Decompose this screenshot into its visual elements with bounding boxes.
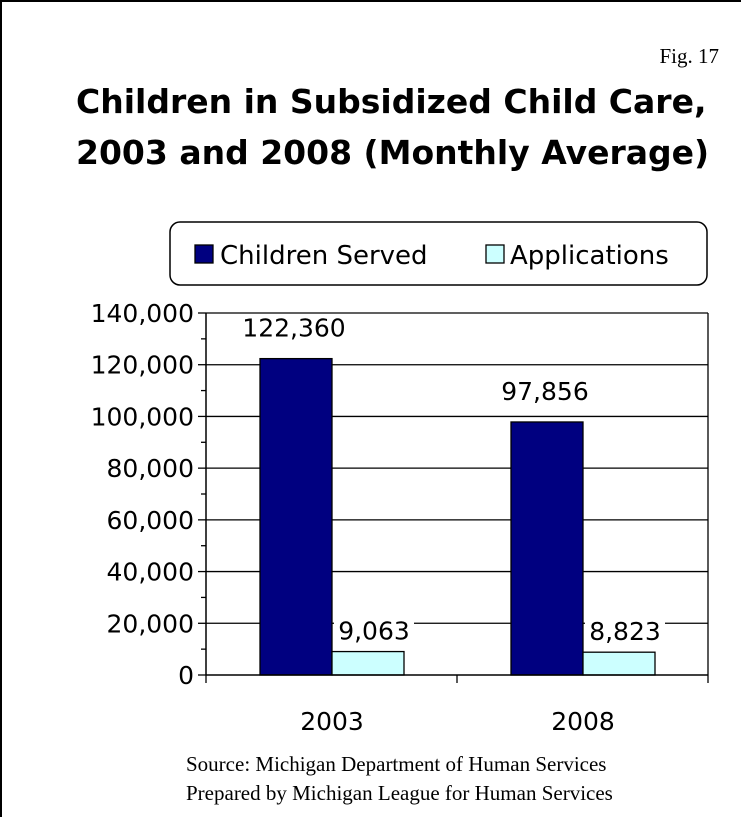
legend: Children Served Applications <box>169 221 708 286</box>
data-label-bg <box>585 618 665 647</box>
data-label-bg <box>334 617 414 646</box>
data-label-applications: 9,063 <box>338 617 410 646</box>
y-tick-label: 140,000 <box>91 299 194 328</box>
bar-applications <box>331 650 405 676</box>
chart-title-line-1: Children in Subsidized Child Care, <box>76 82 707 121</box>
y-tick-label: 60,000 <box>107 506 194 535</box>
legend-label: Applications <box>510 241 669 271</box>
frame-top-border <box>0 0 741 2</box>
bars <box>259 357 656 676</box>
chart-title: Children in Subsidized Child Care, 2003 … <box>76 76 726 178</box>
frame-left-border <box>0 0 2 817</box>
legend-swatch <box>485 244 505 264</box>
y-tick-label: 120,000 <box>91 351 194 380</box>
figure-label: Fig. 17 <box>659 44 719 68</box>
data-label-children-served: 97,856 <box>501 377 588 406</box>
chart-title-line-2: 2003 and 2008 (Monthly Average) <box>76 133 710 172</box>
axes: 0 20,000 40,000 60,000 80,000 100,000 120,000 1… <box>91 299 709 736</box>
y-tick-label: 20,000 <box>107 609 194 638</box>
bar-children-served <box>510 421 584 676</box>
data-label-applications: 8,823 <box>589 617 661 646</box>
legend-box <box>169 221 708 286</box>
source-line-2: Prepared by Michigan League for Human Se… <box>186 781 613 805</box>
source-line-1: Source: Michigan Department of Human Ser… <box>186 752 607 776</box>
legend-swatch <box>194 244 214 264</box>
y-tick-label: 40,000 <box>107 558 194 587</box>
x-tick-label: 2008 <box>551 707 615 736</box>
legend-label: Children Served <box>220 241 428 271</box>
bar-children-served <box>259 357 333 676</box>
y-tick-label: 80,000 <box>107 454 194 483</box>
y-tick-label: 100,000 <box>91 402 194 431</box>
data-label-children-served: 122,360 <box>242 314 345 343</box>
bar-applications <box>582 651 656 676</box>
x-tick-label: 2003 <box>300 707 364 736</box>
data-labels: 122,360 9,063 97,856 8,823 <box>242 314 665 647</box>
y-tick-label: 0 <box>178 661 194 690</box>
source-note: Source: Michigan Department of Human Ser… <box>186 750 613 808</box>
